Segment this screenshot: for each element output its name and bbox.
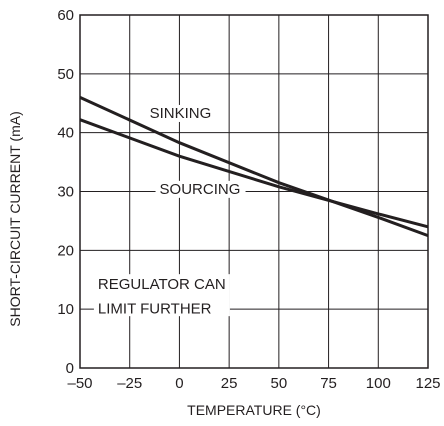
- grid: [79, 14, 429, 369]
- annotation-backdrop: [145, 104, 224, 122]
- x-tick-label: 125: [415, 375, 440, 392]
- y-tick-label: 40: [57, 125, 74, 142]
- annotation-label: SINKING: [150, 105, 212, 122]
- y-tick-label: 0: [66, 360, 74, 377]
- annotation-label: SOURCING: [160, 181, 241, 198]
- x-tick-label: 25: [221, 375, 238, 392]
- x-tick-label: –25: [117, 375, 142, 392]
- annotation-backdrop: [93, 274, 230, 317]
- y-axis-title: SHORT-CIRCUIT CURRENT (mA): [7, 111, 23, 326]
- series-line-sinking: [79, 96, 429, 238]
- y-tick-label: 10: [57, 301, 74, 318]
- y-tick-label: 50: [57, 66, 74, 83]
- series-line-sourcing: [79, 118, 429, 229]
- x-tick-label: 50: [271, 375, 288, 392]
- y-tick-label: 20: [57, 242, 74, 259]
- annotation-label: LIMIT FURTHER: [98, 300, 212, 317]
- tick-labels: –50 –25 0 25 50 75 100 125 0 10 20 30 40 50 60: [57, 7, 440, 392]
- series-layer: [79, 96, 429, 238]
- y-tick-label: 60: [57, 7, 74, 24]
- y-tick-label: 30: [57, 184, 74, 201]
- x-tick-label: –50: [67, 375, 92, 392]
- annotation-backdrop: [155, 180, 246, 198]
- x-axis-title: TEMPERATURE (°C): [187, 402, 321, 418]
- annotation-layer: SINKING SOURCING REGULATOR CAN LIMIT FURTHE…: [98, 105, 240, 317]
- plot-frame: [79, 14, 429, 369]
- x-tick-label: 100: [366, 375, 391, 392]
- x-tick-label: 75: [320, 375, 337, 392]
- x-tick-label: 0: [175, 375, 183, 392]
- annotation-label: REGULATOR CAN: [98, 276, 226, 293]
